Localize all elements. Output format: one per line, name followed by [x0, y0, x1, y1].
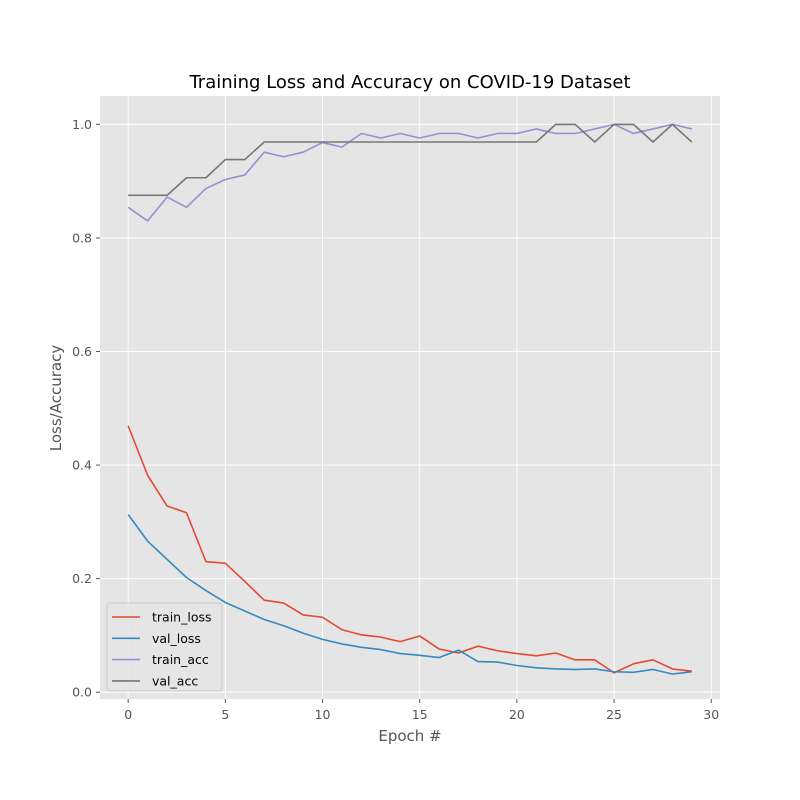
y-tick-label: 0.2: [72, 571, 92, 586]
y-tick-label: 0.4: [72, 458, 92, 473]
series-line-train-loss: [127, 425, 692, 674]
plot-area: [100, 96, 720, 699]
grid-layer: [100, 96, 720, 699]
x-tick-label: 10: [315, 707, 331, 722]
y-tick-label: 1.0: [72, 117, 92, 132]
x-tick-label: 0: [124, 707, 132, 722]
x-tick-label: 20: [509, 707, 525, 722]
series-line-val-acc: [128, 123, 693, 197]
series-layer: [127, 123, 693, 675]
x-axis-ticks: 0 5 10 15 20 25 30: [124, 699, 719, 722]
legend-box: [106, 602, 223, 692]
x-tick-label: 25: [606, 707, 622, 722]
y-axis-ticks: 0.0 0.2 0.4 0.6 0.8 1.0: [72, 117, 100, 700]
y-tick-label: 0.8: [72, 230, 92, 245]
y-tick-label: 0.0: [72, 685, 92, 700]
x-tick-label: 5: [221, 707, 229, 722]
x-axis-label: Epoch #: [378, 727, 441, 745]
legend-label: train_acc: [152, 652, 209, 667]
chart-title: Training Loss and Accuracy on COVID-19 D…: [188, 72, 630, 93]
legend-label: val_acc: [152, 673, 198, 688]
legend-label: val_loss: [152, 631, 201, 646]
y-tick-label: 0.6: [72, 344, 92, 359]
y-axis-label: Loss/Accuracy: [47, 345, 65, 452]
legend-label: train_loss: [152, 610, 212, 625]
series-line-val-loss: [127, 513, 692, 675]
legend: train_loss val_loss train_acc val_acc: [106, 602, 223, 692]
series-line-train-acc: [127, 123, 693, 222]
x-tick-label: 15: [412, 707, 428, 722]
x-tick-label: 30: [703, 707, 719, 722]
